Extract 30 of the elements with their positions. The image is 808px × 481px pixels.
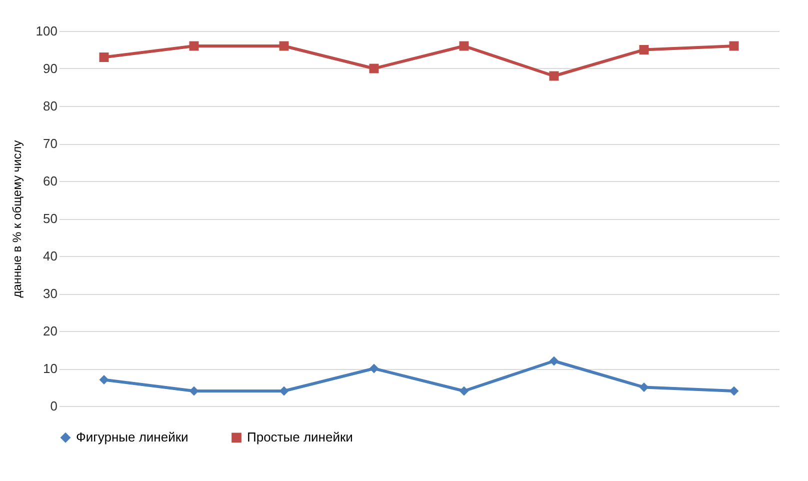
y-tick-label: 10 [43, 361, 58, 376]
point [729, 386, 739, 396]
point [369, 64, 379, 74]
point [279, 41, 289, 51]
y-tick-label: 90 [43, 61, 58, 76]
point [279, 386, 289, 396]
y-tick-label: 100 [36, 24, 58, 38]
point [459, 386, 469, 396]
point [369, 364, 379, 374]
y-tick-label: 50 [43, 211, 58, 226]
y-tick-label: 0 [50, 398, 58, 414]
y-tick-label: 20 [43, 324, 58, 338]
point [639, 45, 649, 54]
point [459, 41, 469, 51]
y-tick-label: 60 [43, 174, 58, 188]
y-tick-label: 30 [43, 286, 58, 301]
legend-label: Фигурные линейки [76, 430, 188, 445]
y-axis-title: данные в % к общему числу [10, 140, 24, 298]
point [189, 41, 199, 51]
point [99, 52, 109, 62]
point [99, 375, 109, 384]
point [549, 356, 559, 366]
point [729, 41, 739, 51]
legend-label: Простые линейки [247, 430, 353, 445]
y-tick-label: 40 [43, 248, 58, 264]
point [189, 386, 199, 396]
point [639, 382, 649, 392]
point [549, 71, 559, 81]
y-tick-label: 70 [43, 136, 58, 151]
y-tick-label: 80 [43, 98, 58, 114]
